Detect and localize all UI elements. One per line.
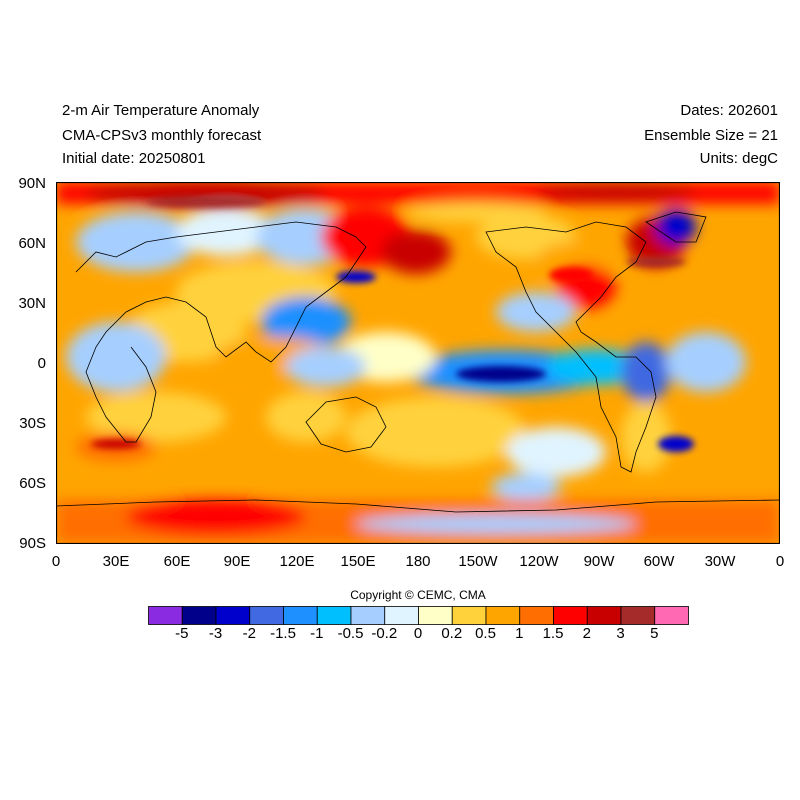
lat-tick-label: 90N	[18, 175, 46, 192]
lon-tick-label: 120E	[279, 553, 315, 570]
legend-swatch	[283, 606, 318, 625]
lat-tick-label: 90S	[19, 535, 46, 552]
copyright-text: Copyright © CEMC, CMA	[350, 588, 486, 602]
lon-tick-label: 60W	[643, 553, 675, 570]
legend-swatch	[350, 606, 386, 625]
legend-swatch	[384, 606, 419, 625]
lon-tick-label: 30E	[102, 553, 130, 570]
legend-swatch	[316, 606, 352, 625]
legend-swatch	[519, 606, 554, 625]
lat-tick-label: 0	[37, 355, 46, 372]
legend-label: -1.5	[270, 625, 296, 642]
coastlines	[56, 211, 780, 513]
lat-tick-label: 30S	[19, 415, 46, 432]
color-legend	[148, 606, 690, 631]
lon-tick-label: 90E	[223, 553, 251, 570]
legend-label: -1	[310, 625, 324, 642]
ensemble-size: Ensemble Size = 21	[644, 127, 778, 144]
legend-swatch	[181, 606, 217, 625]
legend-swatch	[620, 606, 656, 625]
forecast-dates: Dates: 202601	[680, 102, 778, 119]
map-frame	[56, 182, 780, 544]
lon-tick-label: 180	[405, 553, 431, 570]
lon-tick-label: 90W	[583, 553, 615, 570]
lat-tick-label: 30N	[18, 295, 46, 312]
legend-label: -2	[242, 625, 256, 642]
map-title: 2-m Air Temperature Anomaly	[62, 102, 260, 119]
legend-swatch	[215, 606, 251, 625]
lat-tick-label: 60N	[18, 235, 46, 252]
legend-swatch	[249, 606, 284, 625]
legend-swatch	[451, 606, 487, 625]
legend-swatch	[553, 606, 588, 625]
legend-label: 0.2	[441, 625, 463, 642]
legend-swatch	[418, 606, 453, 625]
legend-label: 0.5	[475, 625, 496, 642]
lon-tick-label: 150W	[458, 553, 498, 570]
lon-tick-label: 0	[51, 553, 61, 570]
legend-label: -3	[208, 625, 223, 642]
lon-tick-label: 60E	[163, 553, 191, 570]
legend-label: 2	[582, 625, 591, 642]
legend-swatch	[148, 606, 183, 625]
anomaly-map	[56, 182, 780, 544]
legend-label: 3	[616, 625, 625, 642]
model-name: CMA-CPSv3 monthly forecast	[62, 127, 262, 144]
legend-swatch	[485, 606, 521, 625]
legend-label: -0.2	[371, 625, 398, 642]
lon-tick-label: 150E	[340, 553, 376, 570]
units-label: Units: degC	[699, 150, 778, 167]
legend-label: 0	[413, 625, 423, 642]
legend-label: -5	[175, 625, 189, 642]
legend-label: -0.5	[337, 625, 364, 642]
initial-date: Initial date: 20250801	[62, 150, 206, 167]
legend-label: 1.5	[542, 625, 564, 642]
legend-swatch	[654, 606, 689, 625]
legend-label: 5	[650, 625, 659, 642]
lat-tick-label: 60S	[19, 475, 46, 492]
legend-label: 1	[515, 625, 524, 642]
lon-tick-label: 30W	[704, 553, 736, 570]
lon-tick-label: 120W	[519, 553, 559, 570]
legend-swatch	[586, 606, 622, 625]
lon-tick-label: 0	[775, 553, 785, 570]
